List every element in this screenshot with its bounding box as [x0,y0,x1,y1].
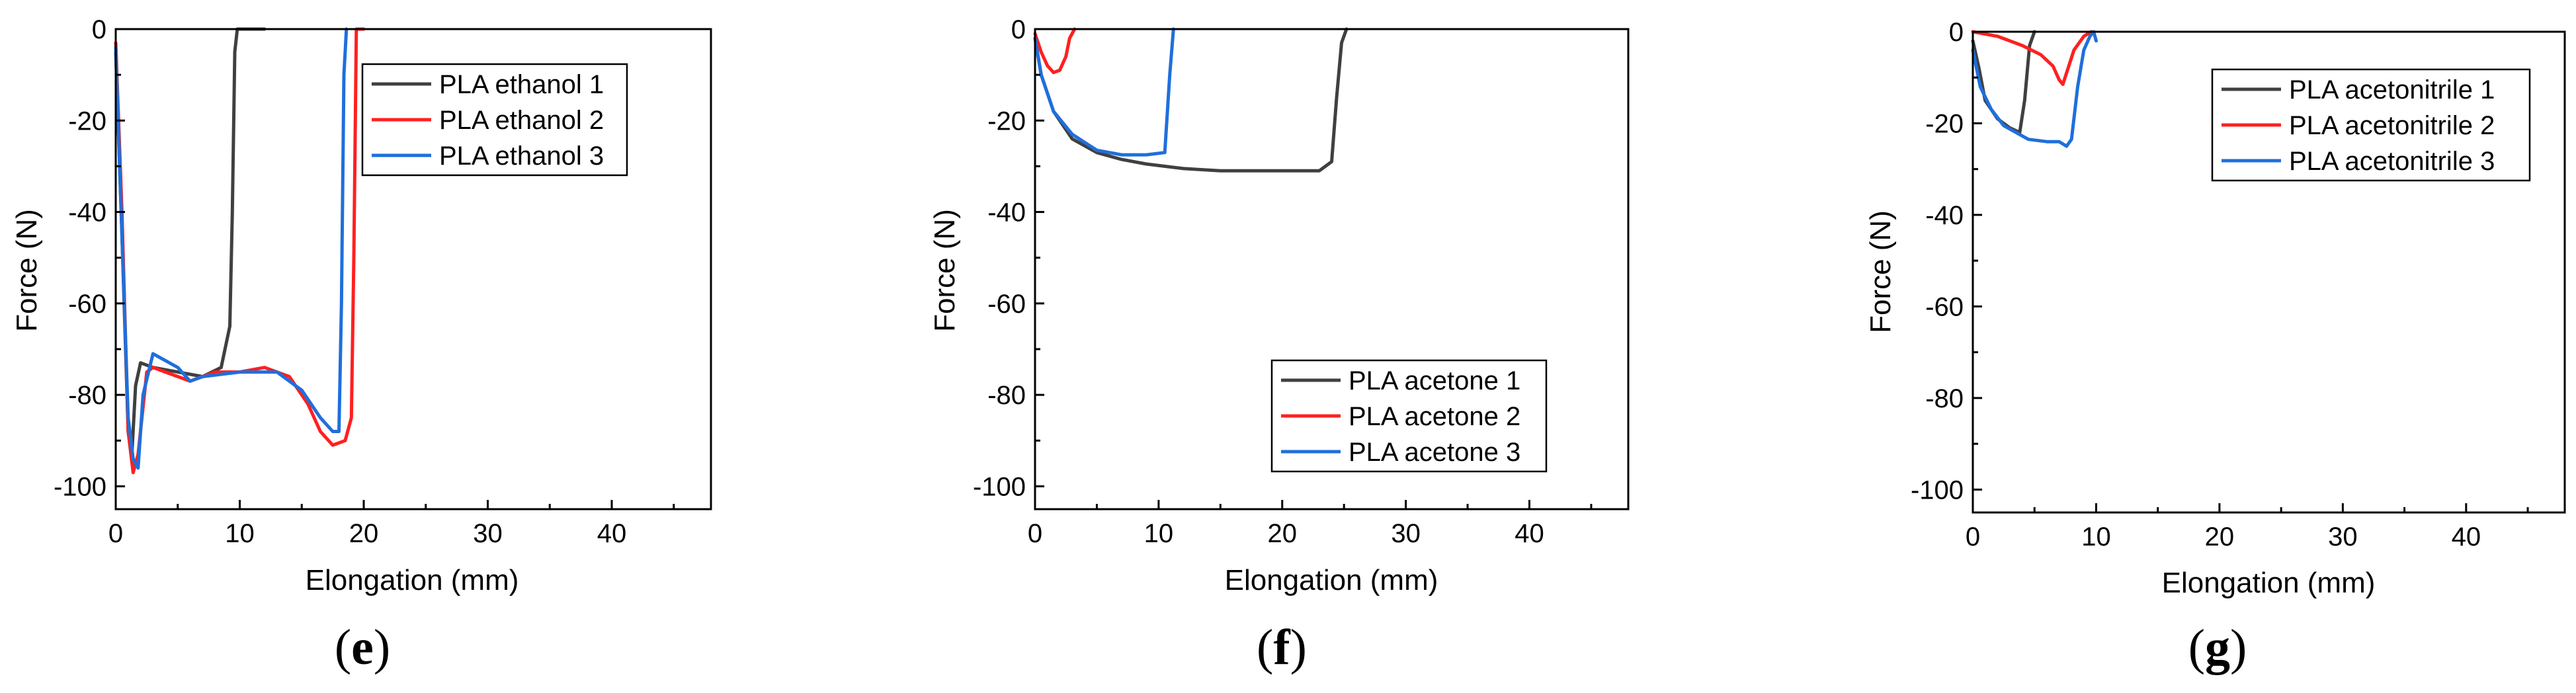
panel-label: (g) [2188,620,2247,675]
chart-panel-e: 0 10 20 30 40 0 -20 -40 -60 -80 -100 Elongation (m… [11,15,712,675]
panel-label-close: ) [2230,620,2247,675]
series-line-2 [114,27,366,475]
series-line-3 [1971,30,2098,148]
legend-label: PLA acetone 3 [1349,438,1520,467]
x-tick-label: 10 [2081,522,2111,551]
axes: 0 10 20 30 40 0 -20 -40 -60 -80 -100 [1911,18,2566,551]
x-tick-label: 10 [225,519,255,548]
x-tick-label: 20 [1268,519,1298,548]
legend-label: PLA ethanol 1 [439,70,604,99]
plot-frame [1972,30,2566,514]
y-tick-label: 0 [1011,15,1026,44]
legend-label: PLA acetonitrile 1 [2289,75,2495,104]
series-line-3 [1033,27,1175,157]
y-tick-label: -20 [1925,109,1964,138]
legend: PLA acetonitrile 1 PLA acetonitrile 2 PLA … [2211,68,2531,182]
y-tick-label: -20 [987,106,1026,136]
series-line-2 [1033,27,1077,75]
y-tick-label: -60 [1925,292,1964,321]
chart-panel-f: 0 10 20 30 40 0 -20 -40 -60 -80 -100 Elongation (m… [929,15,1630,675]
y-tick-label: -100 [1911,475,1964,505]
legend: PLA ethanol 1 PLA ethanol 2 PLA ethanol 3 [361,63,628,177]
x-axis-title: Elongation (mm) [1225,564,1438,596]
x-tick-label: 30 [1391,519,1421,548]
axes: 0 10 20 30 40 0 -20 -40 -60 -80 -100 [54,15,712,548]
x-tick-label: 40 [2452,522,2481,551]
panel-label: (f) [1257,620,1307,675]
x-axis-title: Elongation (mm) [2162,567,2376,599]
y-axis-title: Force (N) [11,209,43,332]
legend-label: PLA ethanol 3 [439,142,604,171]
x-axis-title: Elongation (mm) [306,564,519,596]
plot-frame [114,28,712,510]
chart-panel-g: 0 10 20 30 40 0 -20 -40 -60 -80 -100 Elongation (m… [1864,18,2566,675]
y-tick-label: -40 [1925,201,1964,230]
series-line-3 [114,27,349,470]
series-line-2 [1971,30,2093,87]
legend-label: PLA ethanol 2 [439,106,604,135]
x-tick-label: 0 [1966,522,1980,551]
panel-label-letter: f [1273,620,1291,675]
y-tick-label: -80 [1925,384,1964,413]
x-tick-label: 20 [349,519,379,548]
series-line-1 [1033,27,1349,173]
axes: 0 10 20 30 40 0 -20 -40 -60 -80 -100 [973,15,1630,548]
panel-label-close: ) [374,620,390,675]
y-tick-label: -60 [987,290,1026,319]
x-tick-label: 30 [473,519,503,548]
legend-label: PLA acetone 2 [1349,402,1520,431]
series-layer [114,27,366,475]
y-axis-title: Force (N) [929,209,961,332]
y-tick-label: -100 [973,472,1026,501]
x-tick-label: 20 [2205,522,2235,551]
x-tick-label: 40 [597,519,627,548]
legend-label: PLA acetone 1 [1349,366,1520,395]
panel-label-letter: g [2205,620,2230,675]
panel-label: (e) [335,620,390,675]
panel-label-open: ( [335,620,351,675]
panel-label-close: ) [1290,620,1307,675]
series-layer [1971,30,2098,148]
panel-label-open: ( [2188,620,2205,675]
series-layer [1033,27,1349,173]
y-tick-label: -40 [987,198,1026,227]
panel-label-letter: e [351,620,374,675]
y-tick-label: -80 [987,381,1026,410]
y-tick-label: -100 [54,472,106,501]
legend-label: PLA acetonitrile 3 [2289,147,2495,176]
y-tick-label: -20 [68,106,106,136]
legend: PLA acetone 1 PLA acetone 2 PLA acetone 3 [1270,359,1548,473]
legend-label: PLA acetonitrile 2 [2289,111,2495,140]
plot-frame [1034,28,1630,510]
x-tick-label: 0 [1028,519,1042,548]
y-tick-label: -60 [68,290,106,319]
x-tick-label: 0 [108,519,123,548]
x-tick-label: 10 [1144,519,1174,548]
y-tick-label: -40 [68,198,106,227]
panel-label-open: ( [1257,620,1273,675]
series-line-1 [114,27,267,456]
y-axis-title: Force (N) [1864,210,1897,333]
y-tick-label: -80 [68,381,106,410]
x-tick-label: 40 [1515,519,1544,548]
y-tick-label: 0 [1949,18,1964,47]
x-tick-label: 30 [2328,522,2358,551]
y-tick-label: 0 [92,15,106,44]
